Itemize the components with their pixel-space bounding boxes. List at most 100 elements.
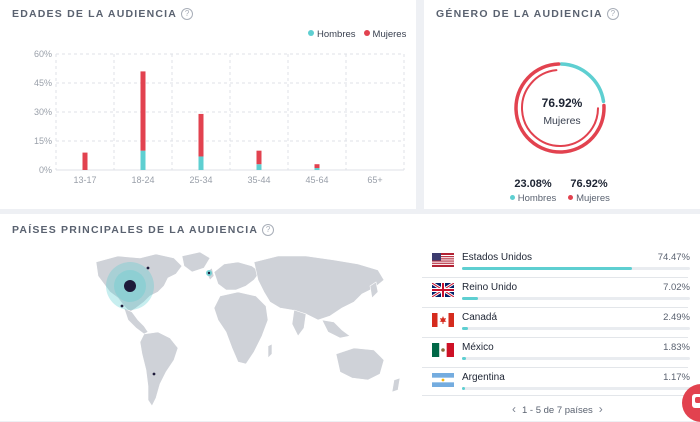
pager-text: 1 - 5 de 7 países bbox=[522, 405, 593, 416]
greenland-shape bbox=[181, 251, 211, 273]
age-bar-chart: 0% 15% 30% 45% 60% 13-17 18-24 25-34 35-44 45-64 6… bbox=[34, 49, 405, 185]
country-row-canada[interactable]: Canadá 2.49% bbox=[432, 310, 690, 336]
bar-hombres-35-44[interactable] bbox=[256, 164, 262, 170]
bar-hombres-45-64[interactable] bbox=[314, 168, 320, 170]
chevron-right-icon[interactable]: › bbox=[598, 402, 603, 416]
chat-button[interactable] bbox=[682, 384, 700, 422]
country-name: Reino Unido bbox=[462, 282, 518, 293]
x-tick-label: 25-34 bbox=[189, 175, 212, 185]
donut-slice-hombres[interactable] bbox=[559, 62, 606, 104]
y-tick-label: 15% bbox=[34, 136, 52, 146]
mexico-flag-icon bbox=[432, 343, 454, 357]
row-divider bbox=[422, 337, 688, 338]
gender-stat-mujeres-value: 76.92% bbox=[570, 178, 608, 190]
bar-mujeres-13-17[interactable] bbox=[82, 152, 88, 170]
help-circle-icon[interactable]: ? bbox=[262, 224, 275, 236]
legend-item-mujeres: Mujeres bbox=[363, 29, 407, 40]
argentina-flag-icon bbox=[432, 373, 454, 387]
asia-shape bbox=[253, 255, 385, 321]
age-legend: Hombres Mujeres bbox=[300, 29, 406, 40]
country-percentage: 1.83% bbox=[663, 342, 690, 353]
x-tick-label: 65+ bbox=[367, 175, 382, 185]
bar-mujeres-35-44[interactable] bbox=[256, 150, 262, 165]
south-america-shape bbox=[139, 331, 179, 407]
new-zealand-shape bbox=[391, 377, 401, 393]
gender-panel-title-text: GÉNERO DE LA AUDIENCIA bbox=[436, 8, 603, 20]
donut-slice-mujeres-inner[interactable] bbox=[521, 69, 599, 147]
gender-stat-mujeres-label-wrap: Mujeres bbox=[564, 193, 614, 204]
legend-dot-mujeres bbox=[363, 30, 370, 36]
madagascar-shape bbox=[267, 343, 273, 359]
row-divider bbox=[422, 395, 688, 396]
row-divider bbox=[422, 277, 688, 278]
country-name: México bbox=[462, 342, 494, 353]
country-percentage: 74.47% bbox=[657, 252, 690, 263]
canada-flag-icon bbox=[432, 313, 454, 327]
gender-panel: GÉNERO DE LA AUDIENCIA? 76.92% Mujeres 2… bbox=[424, 0, 700, 209]
us-flag-icon bbox=[432, 253, 454, 267]
central-america-shape bbox=[123, 307, 149, 335]
country-percentage: 1.17% bbox=[663, 372, 690, 383]
uk-audience-dot bbox=[207, 271, 211, 275]
donut-center: 76.92% Mujeres bbox=[424, 96, 700, 127]
donut-center-value: 76.92% bbox=[541, 96, 583, 110]
country-bar-track bbox=[462, 387, 690, 390]
country-row-argentina[interactable]: Argentina 1.17% bbox=[432, 370, 690, 396]
australia-shape bbox=[335, 347, 385, 381]
y-tick-label: 0% bbox=[39, 165, 52, 175]
country-name: Argentina bbox=[462, 372, 505, 383]
donut-center-label: Mujeres bbox=[543, 115, 581, 127]
southeast-asia-shape bbox=[321, 319, 351, 339]
gender-stat-hombres-value: 23.08% bbox=[514, 178, 552, 190]
country-name: Canadá bbox=[462, 312, 498, 323]
donut-slice-mujeres[interactable] bbox=[514, 62, 606, 154]
gender-dot-hombres bbox=[509, 195, 515, 200]
gender-stat-hombres-label: Hombres bbox=[517, 193, 557, 204]
bar-hombres-25-34[interactable] bbox=[198, 156, 204, 170]
help-circle-icon[interactable]: ? bbox=[606, 8, 619, 20]
gender-dot-mujeres bbox=[568, 195, 574, 200]
legend-label-mujeres: Mujeres bbox=[372, 29, 407, 40]
row-divider bbox=[422, 307, 688, 308]
bar-hombres-18-24[interactable] bbox=[140, 150, 146, 170]
chat-bubble-icon bbox=[692, 394, 700, 408]
countries-panel-title: PAÍSES PRINCIPALES DE LA AUDIENCIA? bbox=[12, 224, 275, 236]
x-tick-label: 18-24 bbox=[131, 175, 154, 185]
bar-mujeres-45-64[interactable] bbox=[314, 164, 320, 169]
x-tick-label: 35-44 bbox=[247, 175, 270, 185]
country-row-mexico[interactable]: México 1.83% bbox=[432, 340, 690, 366]
canada-audience-dot bbox=[146, 266, 150, 270]
us-audience-marker bbox=[124, 280, 136, 292]
age-panel: EDADES DE LA AUDIENCIA? Hombres Mujeres 0… bbox=[0, 0, 416, 209]
europe-shape bbox=[213, 261, 261, 291]
legend-label-hombres: Hombres bbox=[317, 29, 356, 40]
india-shape bbox=[291, 309, 307, 337]
gender-stat-hombres: 23.08% Hombres bbox=[508, 178, 558, 204]
bar-mujeres-18-24[interactable] bbox=[140, 71, 146, 151]
gender-stat-mujeres: 76.92% Mujeres bbox=[564, 178, 614, 204]
country-row-uk[interactable]: Reino Unido 7.02% bbox=[432, 280, 690, 306]
age-panel-title-text: EDADES DE LA AUDIENCIA bbox=[12, 8, 178, 20]
argentina-audience-dot bbox=[152, 372, 156, 376]
japan-shape bbox=[369, 281, 379, 299]
countries-panel-title-text: PAÍSES PRINCIPALES DE LA AUDIENCIA bbox=[12, 224, 259, 236]
country-pager: ‹ 1 - 5 de 7 países › bbox=[506, 402, 609, 416]
gender-donut-chart bbox=[514, 62, 606, 154]
x-tick-label: 45-64 bbox=[305, 175, 328, 185]
age-panel-title: EDADES DE LA AUDIENCIA? bbox=[12, 8, 194, 20]
chevron-left-icon[interactable]: ‹ bbox=[512, 402, 516, 416]
legend-item-hombres: Hombres bbox=[308, 29, 356, 40]
country-bar-track bbox=[462, 297, 690, 300]
country-bar-track bbox=[462, 357, 690, 360]
gender-stat-mujeres-label: Mujeres bbox=[576, 193, 610, 204]
bar-mujeres-25-34[interactable] bbox=[198, 113, 204, 157]
country-percentage: 2.49% bbox=[663, 312, 690, 323]
row-divider bbox=[422, 367, 688, 368]
country-bar-fill bbox=[462, 387, 465, 390]
y-tick-label: 45% bbox=[34, 78, 52, 88]
mexico-audience-dot bbox=[120, 304, 124, 308]
country-row-us[interactable]: Estados Unidos 74.47% bbox=[432, 250, 690, 276]
north-america-shape bbox=[95, 253, 183, 313]
help-circle-icon[interactable]: ? bbox=[181, 8, 194, 20]
country-name: Estados Unidos bbox=[462, 252, 533, 263]
